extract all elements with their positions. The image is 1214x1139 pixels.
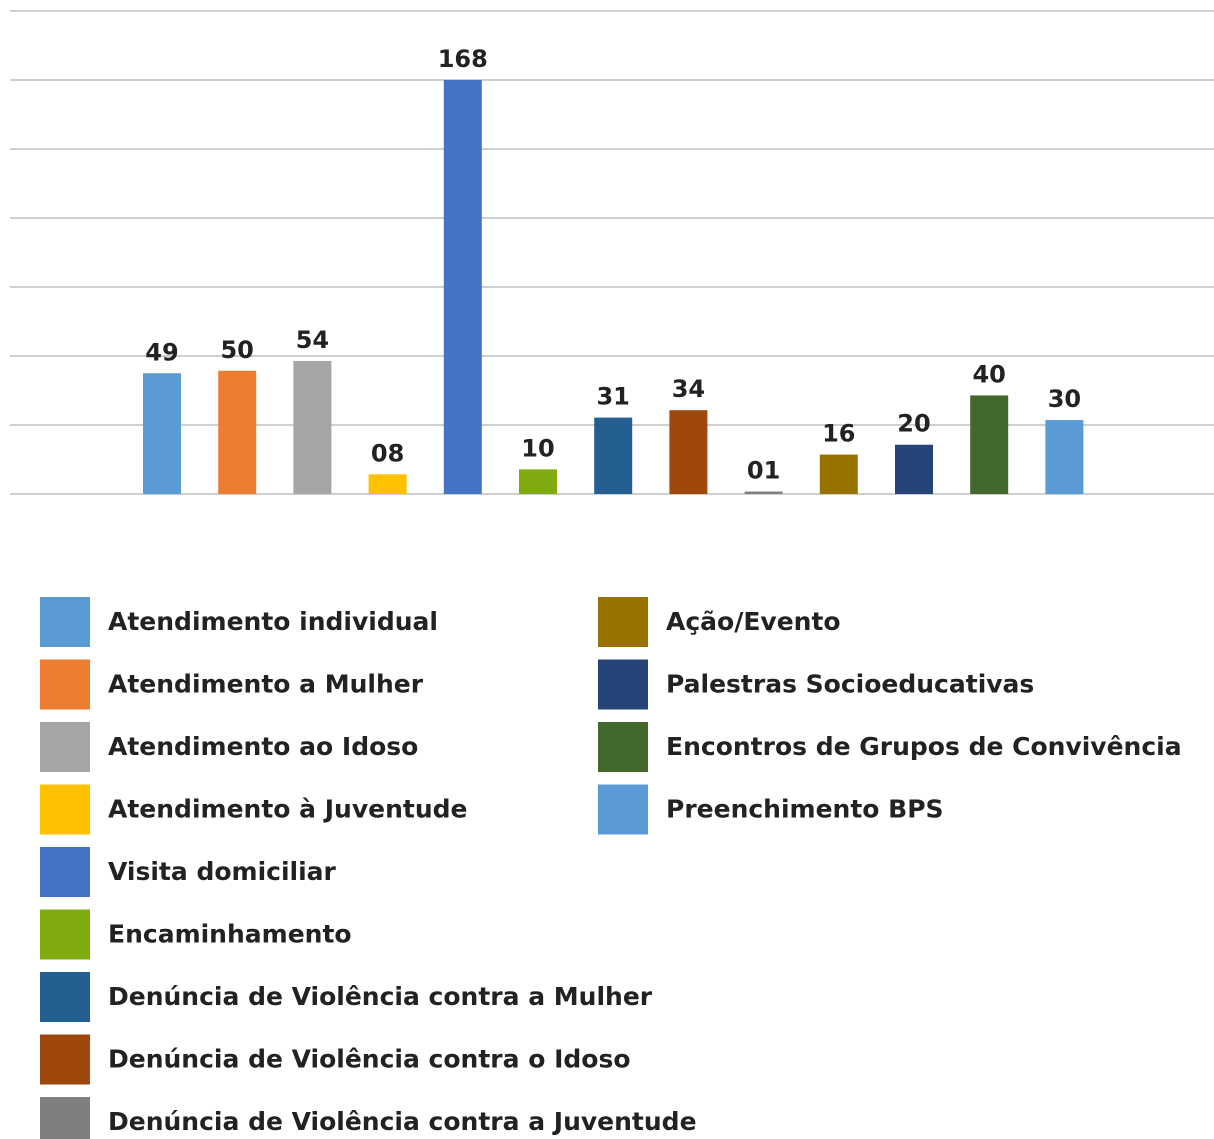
legend-label: Denúncia de Violência contra a Mulher [108, 982, 653, 1011]
value-label: 10 [521, 434, 554, 462]
bar [895, 444, 933, 494]
legend-label: Atendimento à Juventude [108, 795, 467, 824]
bar [143, 373, 181, 494]
bar [218, 370, 257, 494]
legend-swatch [40, 722, 90, 772]
legend-label: Atendimento ao Idoso [108, 732, 418, 761]
legend-swatch [598, 784, 648, 835]
value-label: 54 [296, 326, 329, 354]
legend-label: Palestras Socioeducativas [666, 670, 1034, 699]
legend-swatch [40, 847, 90, 897]
bar [519, 469, 557, 494]
legend-label: Atendimento a Mulher [108, 670, 424, 699]
legend-label: Preenchimento BPS [666, 795, 944, 824]
legend-label: Encaminhamento [108, 920, 352, 949]
bar [1045, 420, 1084, 494]
legend-label: Atendimento individual [108, 607, 438, 636]
legend-swatch [598, 722, 648, 772]
value-label: 168 [438, 45, 488, 73]
value-label: 30 [1048, 385, 1081, 413]
bar [594, 417, 633, 494]
legend-label: Visita domiciliar [108, 857, 337, 886]
bar [443, 80, 482, 494]
legend-swatch [40, 909, 90, 960]
legend-swatch [598, 659, 648, 710]
legend-swatch [40, 1034, 90, 1085]
value-label: 08 [371, 439, 404, 467]
legend-label: Ação/Evento [666, 607, 841, 636]
bar [669, 410, 708, 494]
bar [368, 474, 407, 494]
legend-label: Denúncia de Violência contra a Juventude [108, 1107, 697, 1136]
bar [970, 395, 1009, 494]
legend-swatch [40, 659, 90, 710]
value-label: 34 [672, 375, 705, 403]
legend-swatch [40, 784, 90, 835]
value-label: 40 [972, 360, 1005, 388]
value-label: 31 [596, 383, 629, 411]
bar [293, 360, 332, 494]
legend-swatch [598, 597, 648, 647]
value-label: 20 [897, 410, 930, 438]
value-label: 01 [747, 457, 780, 485]
legend-swatch [40, 972, 90, 1022]
value-label: 49 [145, 338, 178, 366]
legend-swatch [40, 597, 90, 647]
bar [819, 454, 858, 494]
bar [744, 491, 783, 494]
legend-label: Denúncia de Violência contra o Idoso [108, 1045, 631, 1074]
value-label: 50 [220, 336, 253, 364]
value-label: 16 [822, 420, 855, 448]
legend-swatch [40, 1097, 90, 1139]
legend-label: Encontros de Grupos de Convivência [666, 732, 1182, 761]
